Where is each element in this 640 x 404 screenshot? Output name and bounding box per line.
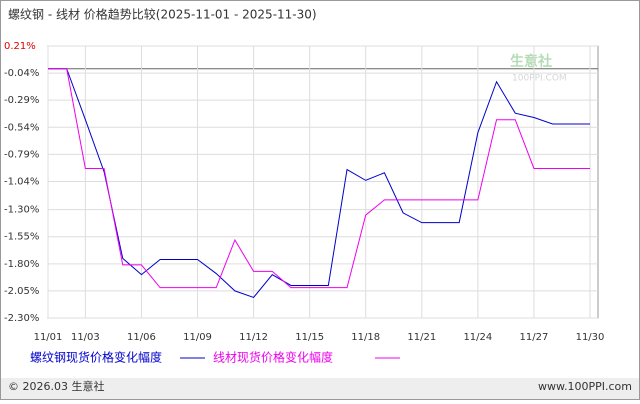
x-tick-label: 11/03: [71, 332, 100, 343]
x-tick-label: 11/06: [127, 332, 156, 343]
footer-right: www.100PPI.com: [538, 380, 632, 393]
y-tick-label: -2.05%: [4, 286, 39, 297]
x-tick-label: 11/01: [34, 332, 63, 343]
y-tick-label: -2.30%: [4, 313, 39, 324]
x-tick-label: 11/27: [520, 332, 549, 343]
y-tick-label: -0.04%: [4, 68, 39, 79]
y-tick-label: -0.79%: [4, 149, 39, 160]
y-tick-label: -1.55%: [4, 232, 39, 243]
y-tick-label: -1.04%: [4, 176, 39, 187]
x-tick-label: 11/18: [351, 332, 380, 343]
watermark-text: 生意社: [510, 53, 552, 70]
series-line: [48, 68, 590, 289]
x-tick-label: 11/15: [295, 332, 324, 343]
footer-left: © 2026.03 生意社: [8, 379, 104, 393]
footer-bar: [1, 378, 639, 399]
watermark: 生意社 100PPI.COM: [510, 53, 567, 84]
y-tick-label: -1.30%: [4, 205, 39, 216]
legend-label: 螺纹钢现货价格变化幅度: [30, 350, 162, 365]
x-tick-label: 11/09: [183, 332, 212, 343]
legend-label: 线材现货价格变化幅度: [213, 350, 333, 365]
y-tick-label: -1.80%: [4, 259, 39, 270]
series-line: [48, 68, 590, 298]
x-tick-label: 11/12: [239, 332, 268, 343]
y-tick-label: 0.21%: [4, 41, 36, 52]
x-tick-label: 11/24: [463, 332, 492, 343]
chart-title: 螺纹钢 - 线材 价格趋势比较(2025-11-01 - 2025-11-30): [8, 7, 317, 22]
x-tick-label: 11/21: [407, 332, 436, 343]
y-tick-label: -0.54%: [4, 122, 39, 133]
y-tick-label: -0.29%: [4, 95, 39, 106]
x-tick-label: 11/30: [576, 332, 605, 343]
watermark-sub: 100PPI.COM: [512, 74, 567, 84]
